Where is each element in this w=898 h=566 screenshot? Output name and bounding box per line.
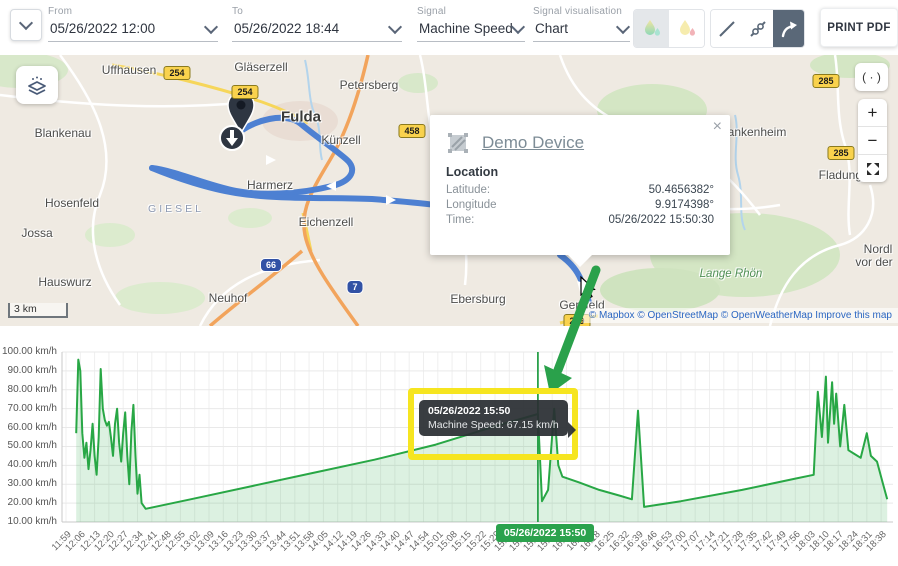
- y-axis-tick-label: 80.00 km/h: [0, 384, 57, 395]
- locate-icon: ( · ): [862, 70, 881, 84]
- y-axis-tick-label: 100.00 km/h: [0, 346, 57, 357]
- y-axis-tick-label: 90.00 km/h: [0, 365, 57, 376]
- speed-chart[interactable]: 100.00 km/h 90.00 km/h 80.00 km/h 70.00 km/…: [0, 326, 898, 554]
- popup-row-value: 50.4656382°: [649, 183, 714, 198]
- droplets-green-icon: [641, 18, 663, 40]
- popup-row-label: Latitude:: [446, 183, 490, 198]
- cluster-marker[interactable]: [220, 126, 244, 150]
- from-label: From: [48, 6, 218, 17]
- popup-close-icon[interactable]: ×: [713, 119, 722, 135]
- visualisation-label: Signal visualisation: [533, 6, 630, 17]
- visualisation-select[interactable]: Signal visualisation Chart: [533, 6, 630, 42]
- y-axis-tick-label: 40.00 km/h: [0, 459, 57, 470]
- color-scheme-red-button[interactable]: [669, 10, 704, 47]
- location-section-heading: Location: [446, 165, 714, 179]
- line-style-toggle-group: [710, 9, 805, 48]
- color-scheme-green-button[interactable]: [634, 10, 669, 47]
- signal-label: Signal: [417, 6, 525, 17]
- map-zoom-controls: + −: [858, 99, 887, 182]
- straight-line-style-button[interactable]: [711, 10, 742, 47]
- y-axis-tick-label: 10.00 km/h: [0, 516, 57, 527]
- y-axis-tick-label: 20.00 km/h: [0, 497, 57, 508]
- popup-row: Latitude: 50.4656382°: [446, 183, 714, 198]
- to-label: To: [232, 6, 402, 17]
- y-axis-tick-label: 60.00 km/h: [0, 422, 57, 433]
- selected-time-badge: 05/26/2022 15:50: [496, 524, 594, 542]
- fit-bounds-button[interactable]: [858, 155, 887, 182]
- popup-row-label: Time:: [446, 213, 474, 228]
- curved-arrow-icon: [777, 17, 801, 41]
- line-icon: [715, 17, 739, 41]
- droplets-red-icon: [676, 18, 698, 40]
- zoom-out-button[interactable]: −: [858, 127, 887, 155]
- layers-icon: [25, 73, 49, 97]
- visualisation-value: Chart: [535, 21, 568, 36]
- map-scale-bar: 3 km: [8, 303, 68, 318]
- print-pdf-button[interactable]: PRINT PDF: [820, 8, 898, 47]
- chevron-down-icon: [204, 19, 218, 33]
- zoom-in-button[interactable]: +: [858, 99, 887, 127]
- device-name-link[interactable]: Demo Device: [482, 133, 584, 153]
- y-axis-tick-label: 70.00 km/h: [0, 403, 57, 414]
- map-locate-button[interactable]: ( · ): [855, 63, 888, 91]
- map-layers-button[interactable]: [16, 66, 58, 104]
- y-axis-tick-label: 30.00 km/h: [0, 478, 57, 489]
- y-axis-tick-label: 50.00 km/h: [0, 440, 57, 451]
- color-scheme-toggle-group: [633, 9, 705, 48]
- collapse-panel-button[interactable]: [10, 9, 42, 41]
- curved-line-style-button-selected[interactable]: [773, 10, 804, 47]
- from-value: 05/26/2022 12:00: [50, 21, 155, 36]
- toolbar: From 05/26/2022 12:00 To 05/26/2022 18:4…: [0, 0, 898, 55]
- chevron-down-icon: [616, 19, 630, 33]
- map-canvas[interactable]: UffhausenGläserzellPetersbergBlankenauFu…: [0, 55, 898, 326]
- from-datetime-field[interactable]: From 05/26/2022 12:00: [48, 6, 218, 42]
- chart-plot: [0, 326, 898, 554]
- signal-value: Machine Speed: [419, 21, 513, 36]
- popup-row-value: 05/26/2022 15:50:30: [608, 213, 714, 228]
- line-with-points-style-button[interactable]: [742, 10, 773, 47]
- popup-row: Longitude 9.9174398°: [446, 198, 714, 213]
- to-value: 05/26/2022 18:44: [234, 21, 339, 36]
- popup-row: Time: 05/26/2022 15:50:30: [446, 213, 714, 228]
- chevron-down-icon: [19, 16, 33, 30]
- popup-row-value: 9.9174398°: [655, 198, 714, 213]
- popup-row-label: Longitude: [446, 198, 497, 213]
- signal-select[interactable]: Signal Machine Speed: [417, 6, 525, 42]
- expand-arrows-icon: [866, 162, 880, 176]
- chevron-down-icon: [388, 19, 402, 33]
- device-icon: [446, 131, 470, 155]
- mouse-cursor-icon: [581, 277, 594, 298]
- map-attribution[interactable]: © Mapbox © OpenStreetMap © OpenWeatherMa…: [583, 308, 898, 323]
- chevron-down-icon: [511, 19, 525, 33]
- to-datetime-field[interactable]: To 05/26/2022 18:44: [232, 6, 402, 42]
- device-popup: × Demo Device Location Latitude: 50.46563…: [430, 115, 730, 255]
- line-points-icon: [746, 17, 770, 41]
